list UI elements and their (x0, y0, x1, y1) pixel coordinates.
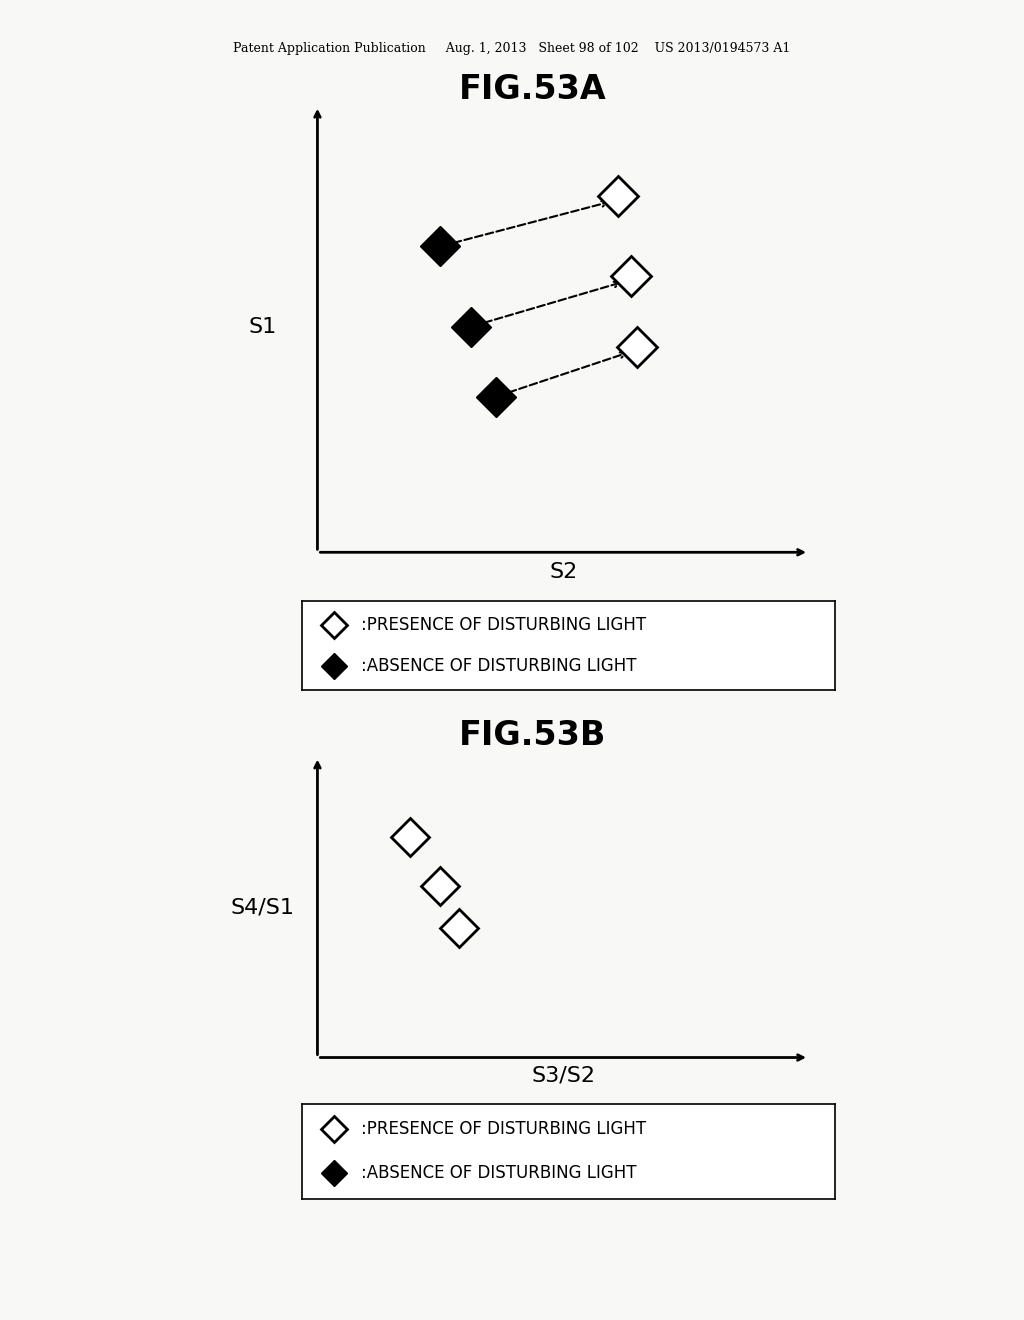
Text: S3/S2: S3/S2 (531, 1065, 595, 1085)
Text: :PRESENCE OF DISTURBING LIGHT: :PRESENCE OF DISTURBING LIGHT (360, 616, 646, 634)
Text: :ABSENCE OF DISTURBING LIGHT: :ABSENCE OF DISTURBING LIGHT (360, 1164, 636, 1181)
Text: S1: S1 (248, 317, 276, 337)
Text: S2: S2 (549, 562, 578, 582)
Text: FIG.53B: FIG.53B (459, 719, 606, 752)
Text: :PRESENCE OF DISTURBING LIGHT: :PRESENCE OF DISTURBING LIGHT (360, 1121, 646, 1138)
Text: FIG.53A: FIG.53A (459, 73, 606, 106)
Text: S4/S1: S4/S1 (230, 898, 294, 917)
Text: :ABSENCE OF DISTURBING LIGHT: :ABSENCE OF DISTURBING LIGHT (360, 657, 636, 675)
Text: Patent Application Publication     Aug. 1, 2013   Sheet 98 of 102    US 2013/019: Patent Application Publication Aug. 1, 2… (233, 42, 791, 55)
